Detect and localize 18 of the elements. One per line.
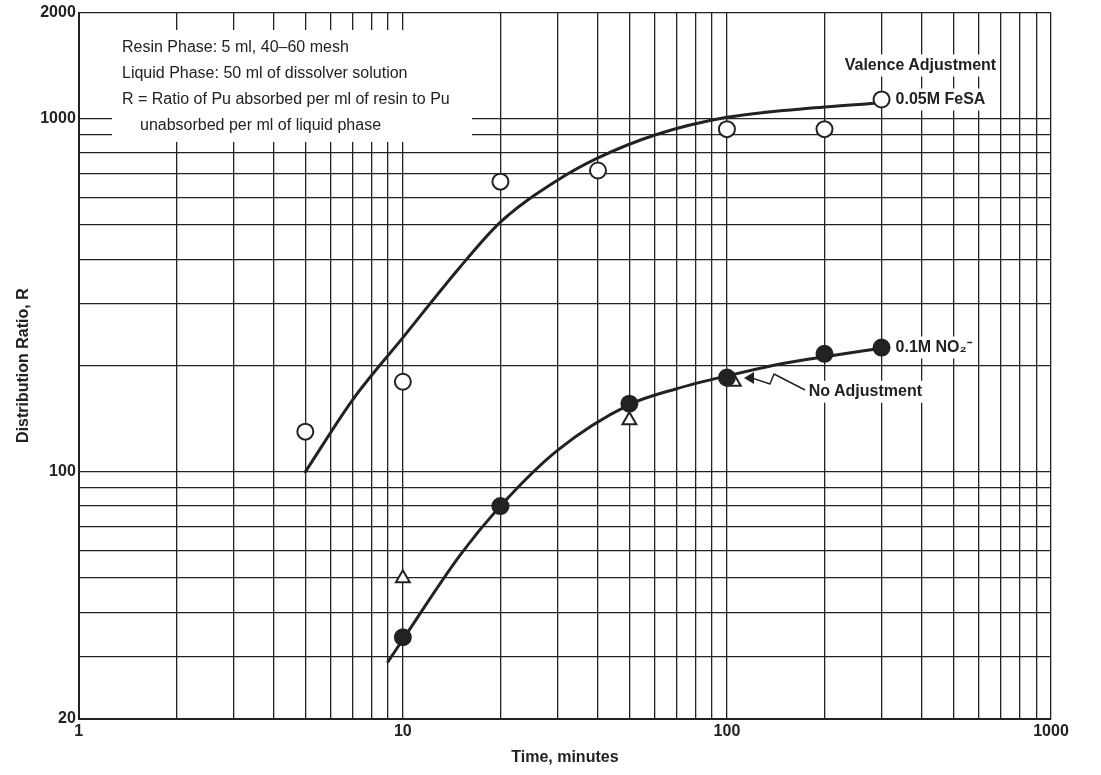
x-tick-label: 100 [713, 721, 741, 739]
y-tick-label: 1000 [40, 109, 76, 127]
legend-label: No Adjustment [808, 382, 923, 400]
note-panel: Resin Phase: 5 ml, 40–60 mesh Liquid Phase: 50 ml of dissolver solution R = Ratio of Pu absorbed per ml of resin to Pu unabsorbed per ml of liquid phase [112, 30, 472, 142]
x-tick-label: 1000 [1033, 721, 1069, 739]
series-label: 0.1M NO₂⁻ [895, 337, 973, 355]
legend-title: Valence Adjustment [844, 55, 997, 73]
y-tick-label: 2000 [40, 3, 76, 21]
y-tick-label: 100 [49, 462, 76, 480]
x-tick-label: 1 [74, 721, 84, 739]
y-tick-label: 20 [58, 709, 76, 727]
y-axis-title: Distribution Ratio, R [14, 287, 32, 443]
annotation: Liquid Phase: 50 ml of dissolver solution [122, 63, 409, 83]
series-label: 0.05M FeSA [895, 89, 986, 107]
annotation: Resin Phase: 5 ml, 40–60 mesh [122, 37, 350, 57]
x-tick-label: 10 [393, 721, 412, 739]
annotation: R = Ratio of Pu absorbed per ml of resin to Pu unabsorbed per ml of liquid phase [122, 89, 451, 135]
x-axis-title: Time, minutes [511, 747, 619, 765]
